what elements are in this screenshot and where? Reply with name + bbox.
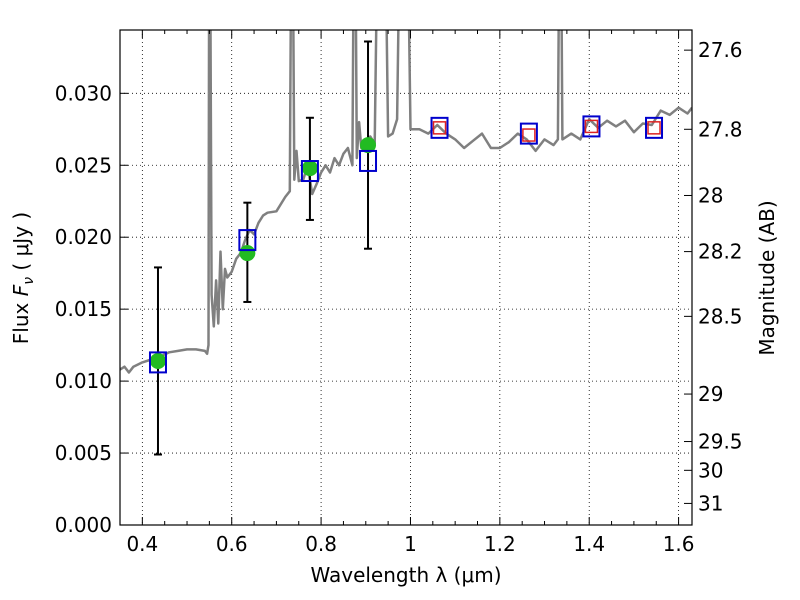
model-flux-square bbox=[582, 115, 601, 138]
x-tick-label: 0.4 bbox=[126, 532, 158, 556]
x-tick-label: 1 bbox=[404, 532, 417, 556]
observed-flux-point bbox=[149, 352, 166, 369]
model-flux-square bbox=[238, 229, 257, 252]
observed-flux-point bbox=[360, 137, 377, 154]
model-flux-square bbox=[359, 149, 378, 172]
model-flux-small-square bbox=[647, 121, 661, 135]
model-flux-small-square bbox=[432, 121, 447, 135]
y-tick-label: 0.000 bbox=[55, 513, 112, 537]
y-tick-label: 0.010 bbox=[55, 369, 112, 393]
y2-tick-label: 30 bbox=[698, 458, 723, 482]
y-tick-label: 0.020 bbox=[55, 225, 112, 249]
x-tick-label: 0.8 bbox=[305, 532, 337, 556]
y2-tick-label: 28 bbox=[698, 183, 723, 207]
y2-tick-label: 28.2 bbox=[698, 240, 743, 264]
model-flux-square bbox=[430, 116, 449, 139]
model-flux-square bbox=[645, 116, 664, 139]
axis-ticks: 0.4 0.6 0.8 1 1.2 1.4 1.6 0.000 0.005 0.010 0.015 0… bbox=[55, 30, 743, 556]
model-flux-square bbox=[148, 351, 167, 374]
y-tick-label: 0.025 bbox=[55, 153, 112, 177]
model-flux-small-square bbox=[522, 128, 536, 142]
x-tick-label: 1.2 bbox=[484, 532, 516, 556]
grid-lines bbox=[120, 30, 692, 525]
y2-tick-label: 27.6 bbox=[698, 38, 743, 62]
y-tick-label: 0.005 bbox=[55, 441, 112, 465]
model-flux-small-square bbox=[584, 119, 599, 134]
y-tick-label: 0.015 bbox=[55, 297, 112, 321]
y2-tick-label: 28.5 bbox=[698, 304, 743, 328]
y2-tick-label: 31 bbox=[698, 491, 723, 515]
model-flux-square bbox=[519, 122, 538, 145]
x-tick-label: 1.4 bbox=[573, 532, 605, 556]
y2-tick-label: 29 bbox=[698, 382, 723, 406]
model-flux-square bbox=[300, 160, 319, 183]
plot-area bbox=[120, 30, 692, 456]
observed-flux-point bbox=[239, 245, 256, 262]
y-tick-label: 0.030 bbox=[55, 81, 112, 105]
spectrum-line bbox=[120, 30, 692, 374]
observed-flux-point bbox=[301, 160, 318, 177]
y2-axis-label: Magnitude (AB) bbox=[755, 200, 779, 355]
y2-tick-label: 27.8 bbox=[698, 117, 743, 141]
y2-tick-label: 29.5 bbox=[698, 430, 743, 454]
x-axis-label: Wavelength λ (μm) bbox=[310, 563, 501, 587]
plot-frame bbox=[119, 29, 693, 526]
x-tick-label: 0.6 bbox=[216, 532, 248, 556]
x-tick-label: 1.6 bbox=[663, 532, 695, 556]
